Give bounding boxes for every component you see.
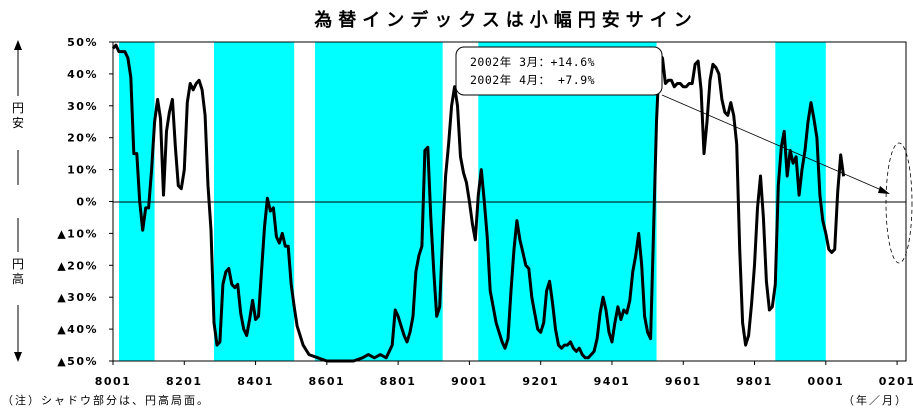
x-tick-label: 9001: [451, 375, 488, 388]
y-tick-label: ▲30%: [57, 291, 98, 304]
y-tick-label: 50%: [67, 36, 98, 49]
footnote: （注）シャドウ部分は、円高局面。: [2, 393, 210, 407]
ylabel-upper: 円安: [12, 101, 24, 130]
x-tick-label: 8601: [309, 375, 346, 388]
arrow-down-head: [14, 352, 22, 362]
chart-title: 為替インデックスは小幅円安サイン: [314, 9, 697, 31]
x-tick-label: 8801: [380, 375, 417, 388]
annotation-pointer-head: [878, 186, 890, 194]
y-axis-ticks: 50% 40% 30% 20% 10% 0% ▲10% ▲20% ▲30% ▲40% ▲50%: [57, 36, 113, 368]
y-tick-label: 40%: [67, 68, 98, 81]
x-tick-label: 9201: [522, 375, 559, 388]
y-tick-label: ▲50%: [57, 355, 98, 368]
y-tick-label: 20%: [67, 132, 98, 145]
series-line-1: [111, 43, 846, 363]
annotation-pointer: [661, 94, 887, 193]
y-tick-label: 10%: [67, 164, 98, 177]
x-tick-label: 9401: [594, 375, 631, 388]
x-tick-label: 9801: [736, 375, 773, 388]
y-side-labels: 円安 円高: [12, 40, 24, 362]
y-tick-label: ▲20%: [57, 259, 98, 272]
series-lines: [111, 43, 846, 363]
annotation-callout: 2002年 3月：+14.6% 2002年 4月： +7.9%: [455, 46, 913, 264]
annotation-line-1: 2002年 3月：+14.6%: [470, 55, 595, 69]
highlight-ellipse: [885, 142, 913, 264]
annotation-line-2: 2002年 4月： +7.9%: [470, 73, 595, 87]
y-tick-label: ▲40%: [57, 323, 98, 336]
y-tick-label: 0%: [76, 196, 98, 209]
x-tick-label: 0001: [807, 375, 844, 388]
x-tick-label: 8201: [166, 375, 203, 388]
x-tick-label: 9601: [665, 375, 702, 388]
x-unit-label: （年／月）: [843, 393, 908, 407]
x-axis-ticks: 8001 8201 8401 8601 8801 9001 9201 9401 9601 9801…: [95, 361, 913, 388]
x-tick-label: 8401: [237, 375, 274, 388]
x-tick-label: 0201: [879, 375, 913, 388]
ylabel-lower: 円高: [12, 257, 24, 286]
y-tick-label: 30%: [67, 100, 98, 113]
annotation-box: [455, 46, 663, 96]
y-tick-label: ▲10%: [57, 227, 98, 240]
x-tick-label: 8001: [95, 375, 132, 388]
arrow-up-head: [14, 40, 22, 50]
